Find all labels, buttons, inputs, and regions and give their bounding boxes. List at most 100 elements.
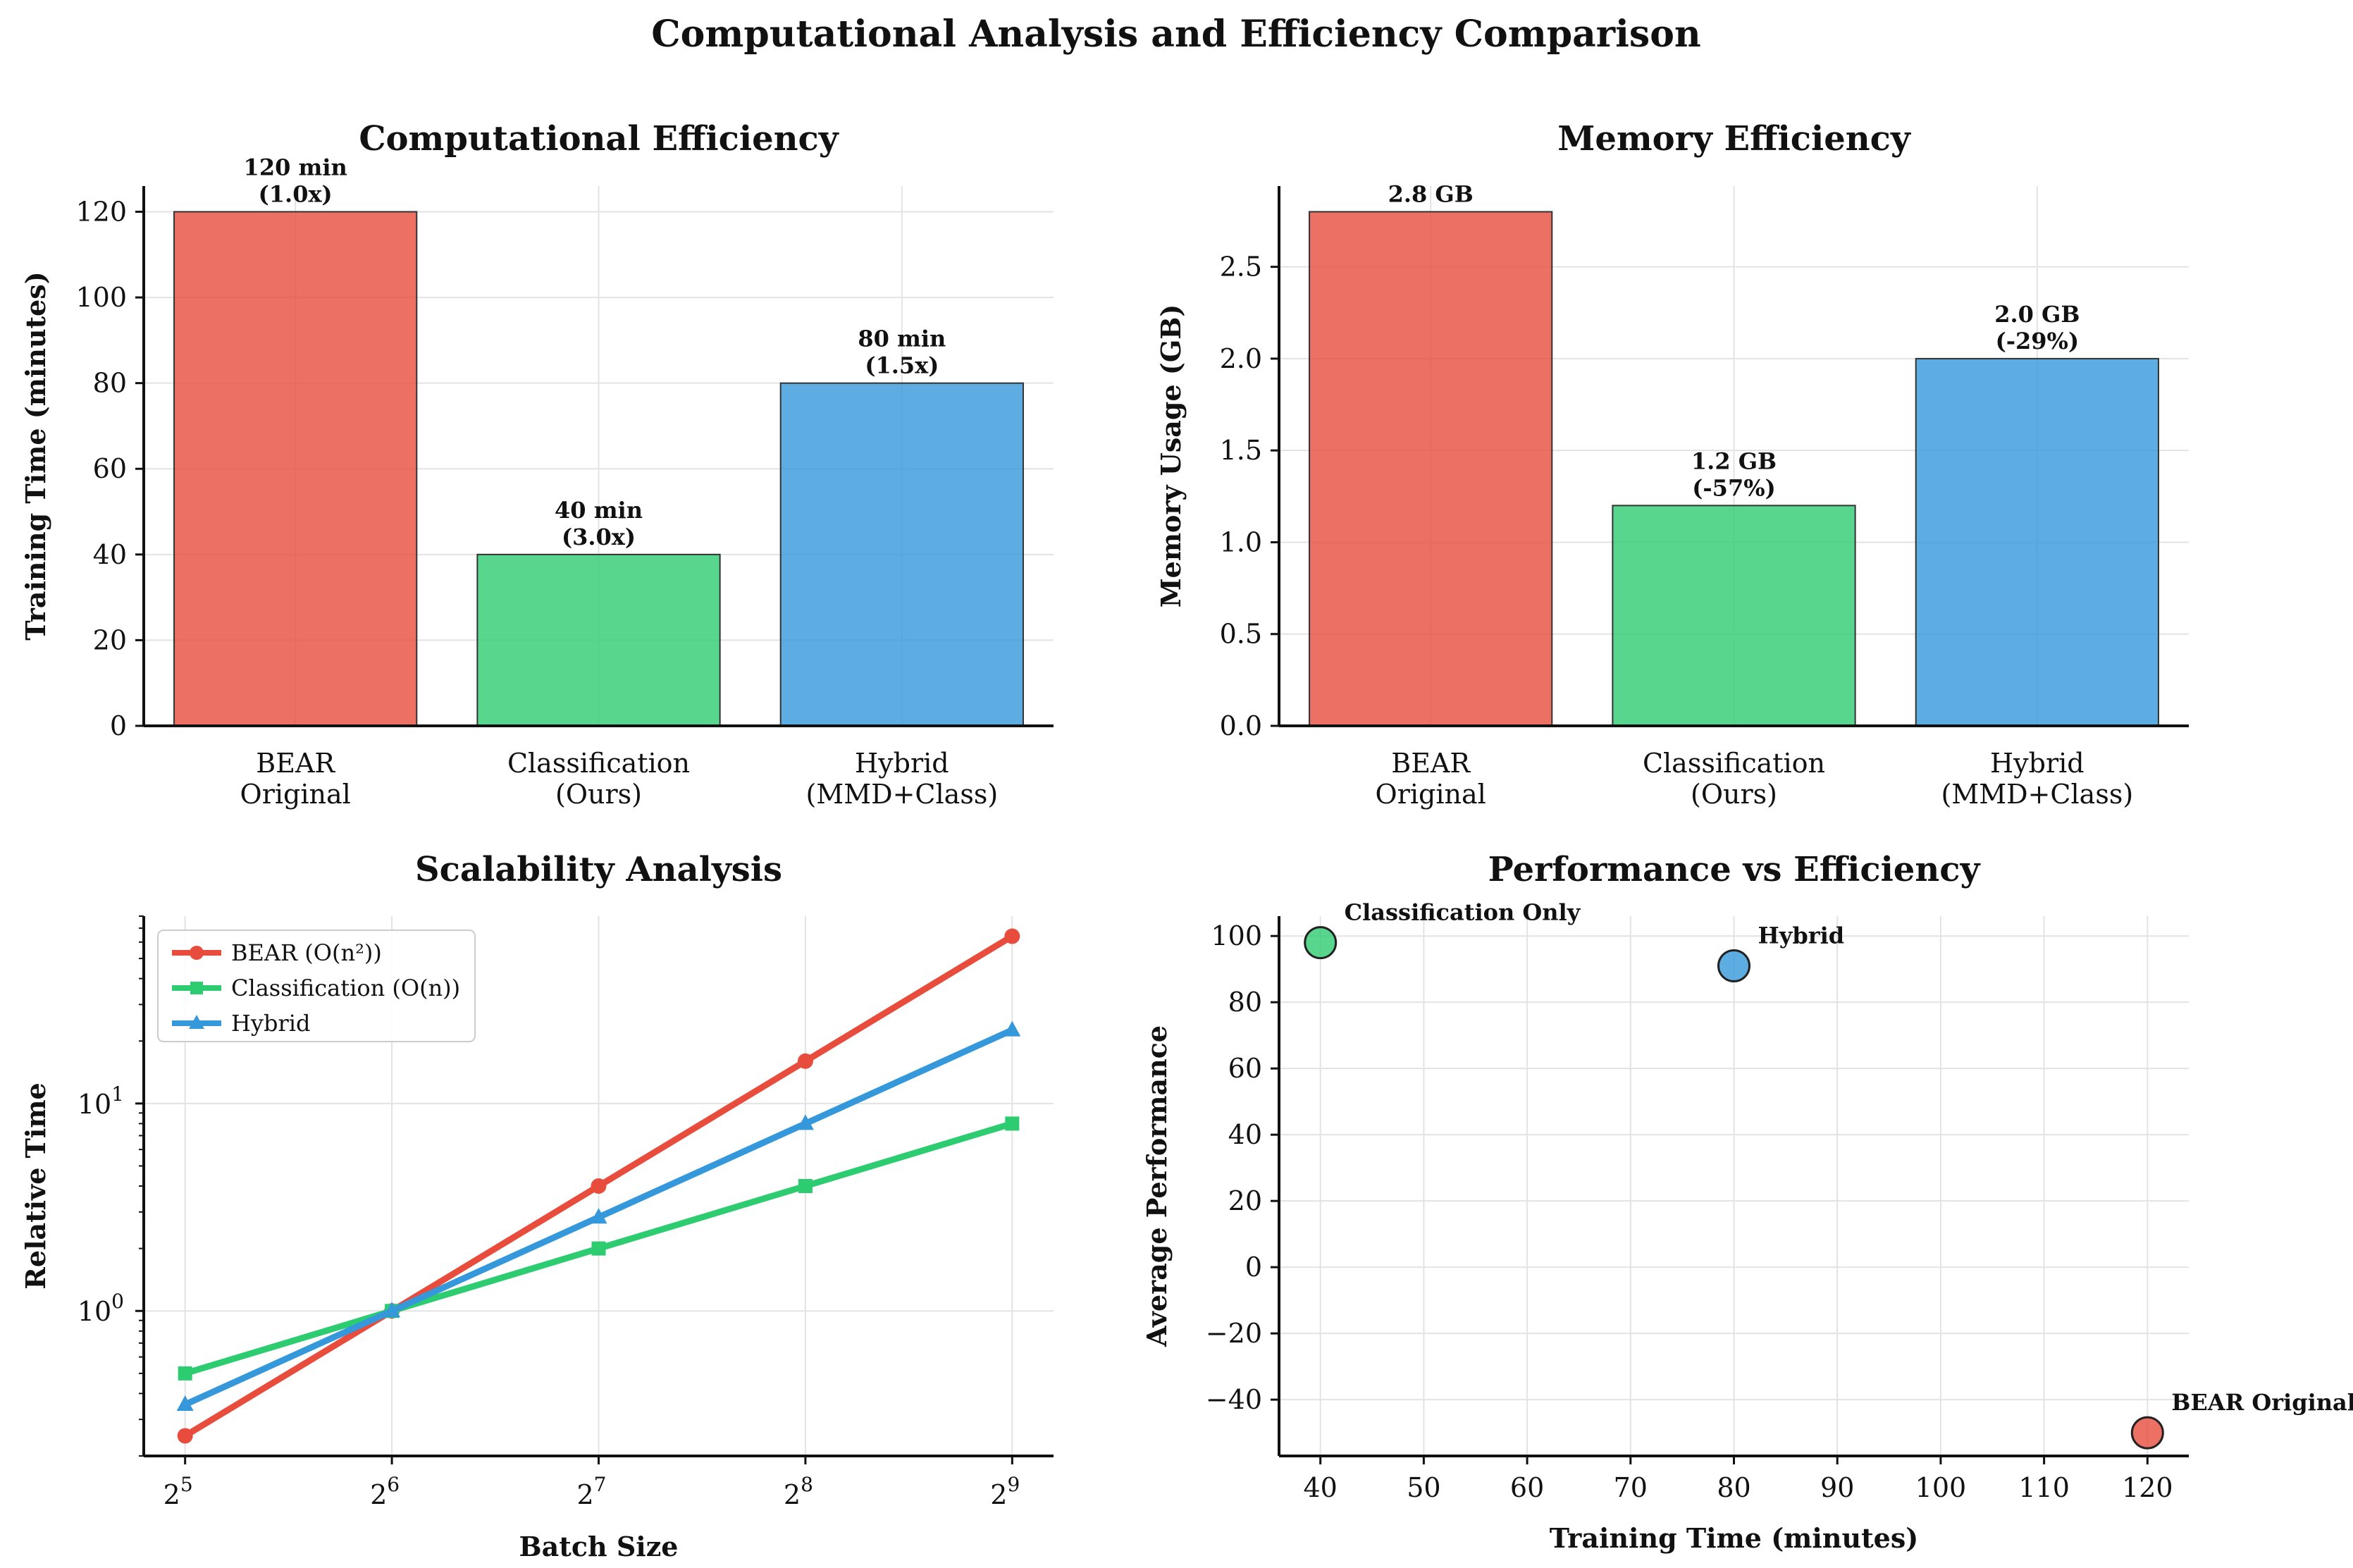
y-tick-label: 80	[93, 368, 127, 399]
bar-bear	[173, 211, 418, 727]
legend-marker	[190, 982, 203, 994]
x-tick-label: Classification	[507, 748, 690, 779]
x-axis-label: Training Time (minutes)	[1550, 1522, 1918, 1554]
bar-value-label: (1.5x)	[865, 352, 939, 379]
x-tick-label: 27	[576, 1473, 606, 1510]
x-tick-label: BEAR	[256, 748, 335, 779]
x-tick-label: 28	[784, 1473, 813, 1510]
y-tick-label: 20	[1228, 1185, 1262, 1216]
scatter-point-bear-original	[2130, 1416, 2164, 1450]
bar-value-label: (-29%)	[1996, 328, 2080, 354]
x-tick-label: Hybrid	[1990, 748, 2085, 779]
bar-value-label: 80 min	[858, 326, 946, 352]
point-annotation: Classification Only	[1345, 899, 1581, 926]
y-tick-label: 60	[93, 453, 127, 484]
data-point-classification-o-n	[798, 1179, 813, 1193]
bar-value-label: 1.2 GB	[1691, 447, 1777, 474]
point-annotation: BEAR Original	[2171, 1389, 2353, 1416]
data-point-bear-o-n	[1004, 928, 1020, 944]
x-tick-label: 80	[1717, 1472, 1750, 1503]
x-tick-label: 29	[990, 1473, 1020, 1510]
point-annotation: Hybrid	[1758, 922, 1845, 949]
data-point-classification-o-n	[178, 1366, 192, 1381]
y-tick-label: 100	[78, 1290, 124, 1327]
y-tick-label: 1.0	[1220, 526, 1262, 557]
legend-box	[157, 930, 476, 1042]
y-tick-label: 120	[75, 196, 127, 227]
x-tick-label: 100	[1915, 1472, 1967, 1503]
y-tick-label: 80	[1228, 987, 1262, 1018]
data-point-hybrid	[383, 1302, 401, 1318]
legend: BEAR (O(n²)) Classification (O(n)) Hybrid	[157, 930, 476, 1042]
x-tick-label: 70	[1614, 1472, 1648, 1503]
bar-hybrid	[779, 382, 1024, 727]
y-tick-label: 101	[78, 1082, 124, 1120]
data-point-hybrid	[590, 1208, 607, 1224]
x-tick-label: (MMD+Class)	[1941, 779, 2133, 810]
legend-marker	[189, 1015, 204, 1029]
x-tick-label: Hybrid	[855, 748, 949, 779]
performance-vs-efficiency-chart: Classification Only Hybrid BEAR Original 40…	[1141, 850, 2353, 1554]
bar-value-label: 120 min	[244, 154, 347, 180]
x-tick-label: 25	[163, 1473, 193, 1510]
y-tick-label: 100	[75, 282, 127, 313]
y-tick-label: 40	[93, 539, 127, 570]
y-tick-label: −20	[1206, 1318, 1262, 1349]
data-point-bear-o-n	[797, 1053, 813, 1069]
y-tick-label: 2.5	[1220, 252, 1262, 283]
x-axis-label: Batch Size	[519, 1531, 679, 1562]
x-tick-label: 50	[1407, 1472, 1440, 1503]
x-tick-label: 120	[2122, 1472, 2173, 1503]
x-tick-label: 60	[1510, 1472, 1544, 1503]
data-point-hybrid	[176, 1395, 194, 1412]
data-point-bear-o-n	[591, 1178, 607, 1194]
bar-classification	[1612, 505, 1856, 727]
y-axis-label: Training Time (minutes)	[20, 271, 51, 640]
y-tick-label: 0.0	[1220, 710, 1262, 741]
figure-title: Computational Analysis and Efficiency Co…	[651, 13, 1700, 56]
y-tick-label: 2.0	[1220, 343, 1262, 374]
y-tick-label: 40	[1228, 1119, 1262, 1150]
bar-hybrid	[1915, 357, 2159, 727]
y-tick-label: −40	[1206, 1384, 1262, 1415]
x-tick-label: (Ours)	[555, 779, 642, 810]
x-tick-label: (MMD+Class)	[805, 779, 998, 810]
bar-value-label: 40 min	[555, 497, 643, 524]
legend-label: Classification (O(n))	[231, 975, 460, 1001]
bar-value-label: (3.0x)	[562, 524, 636, 550]
y-tick-label: 1.5	[1220, 435, 1262, 466]
x-tick-label: 110	[2018, 1472, 2070, 1503]
scalability-analysis-chart: 25 26 27 28 29 100 101 BEAR (O(n²)) Classificati…	[20, 850, 1054, 1562]
chart-title: Performance vs Efficiency	[1488, 850, 1982, 889]
scatter-point-hybrid	[1717, 949, 1750, 982]
y-tick-label: 100	[1211, 920, 1262, 951]
data-point-hybrid	[796, 1114, 814, 1130]
bar-bear	[1309, 211, 1553, 727]
x-tick-label: (Ours)	[1691, 779, 1777, 810]
data-point-bear-o-n	[177, 1428, 193, 1444]
chart-title: Scalability Analysis	[415, 850, 782, 889]
y-tick-label: 0	[110, 710, 127, 741]
legend-marker	[190, 946, 204, 960]
bar-value-label: 2.8 GB	[1388, 180, 1474, 207]
y-tick-label: 20	[93, 624, 127, 655]
y-tick-label: 60	[1228, 1053, 1262, 1084]
y-tick-label: 0	[1245, 1252, 1262, 1283]
x-tick-label: 40	[1304, 1472, 1338, 1503]
x-tick-label: Original	[240, 779, 351, 810]
chart-title: Computational Efficiency	[359, 119, 839, 159]
chart-title: Memory Efficiency	[1557, 119, 1912, 159]
y-axis-label: Average Performance	[1141, 1025, 1173, 1347]
x-tick-label: Classification	[1643, 748, 1825, 779]
bar-value-label: 2.0 GB	[1994, 301, 2080, 328]
bar-value-label: (-57%)	[1692, 474, 1776, 501]
y-tick-label: 0.5	[1220, 619, 1262, 650]
x-tick-label: 26	[370, 1473, 400, 1510]
bar-classification	[476, 553, 721, 727]
x-tick-label: BEAR	[1391, 748, 1471, 779]
y-axis-label: Memory Usage (GB)	[1155, 304, 1187, 608]
data-point-classification-o-n	[1005, 1116, 1020, 1131]
